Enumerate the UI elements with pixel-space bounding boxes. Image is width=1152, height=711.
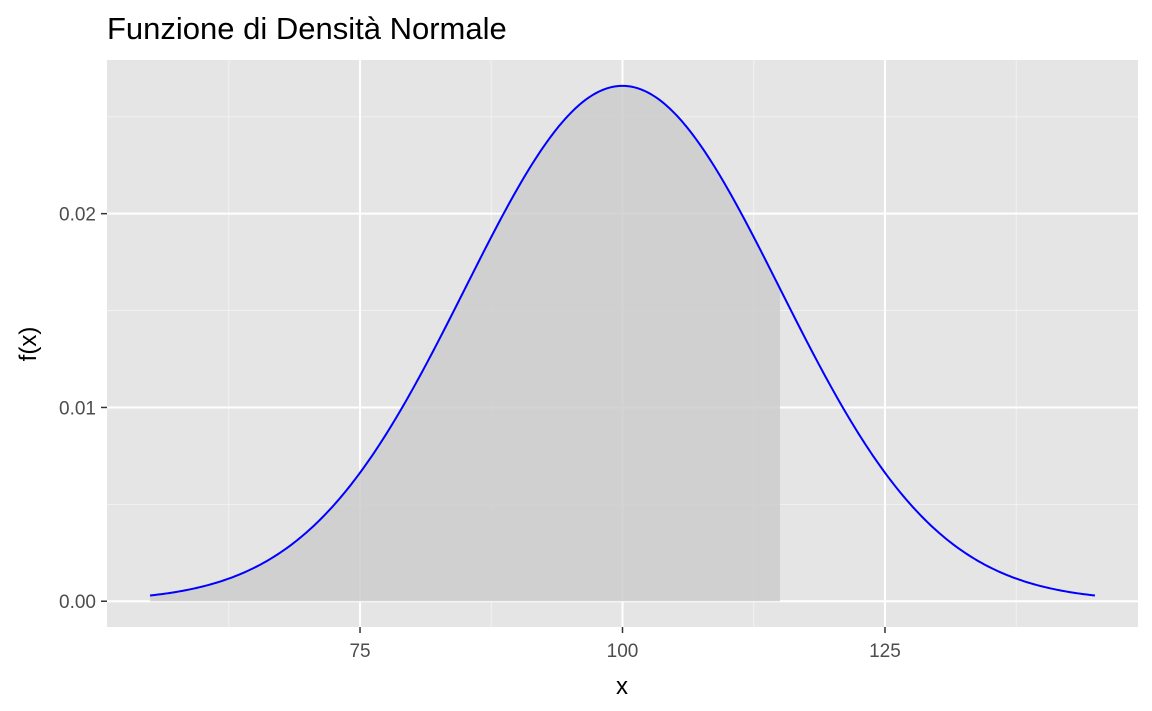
y-tick-label: 0.02 <box>59 205 96 226</box>
x-axis: 75 100 125 <box>349 627 901 662</box>
y-tick-label: 0.00 <box>59 592 96 613</box>
y-tick-label: 0.01 <box>59 398 96 419</box>
density-curve <box>149 84 1096 597</box>
chart-title: Funzione di Densità Normale <box>107 11 507 46</box>
y-axis: 0.00 0.01 0.02 <box>59 205 107 613</box>
x-tick-label: 100 <box>607 641 639 662</box>
shaded-probability-area <box>150 85 780 602</box>
x-tick-label: 75 <box>349 641 370 662</box>
x-tick-label: 125 <box>869 641 901 662</box>
x-axis-title: x <box>616 673 628 700</box>
y-axis-title: f(x) <box>15 327 42 362</box>
